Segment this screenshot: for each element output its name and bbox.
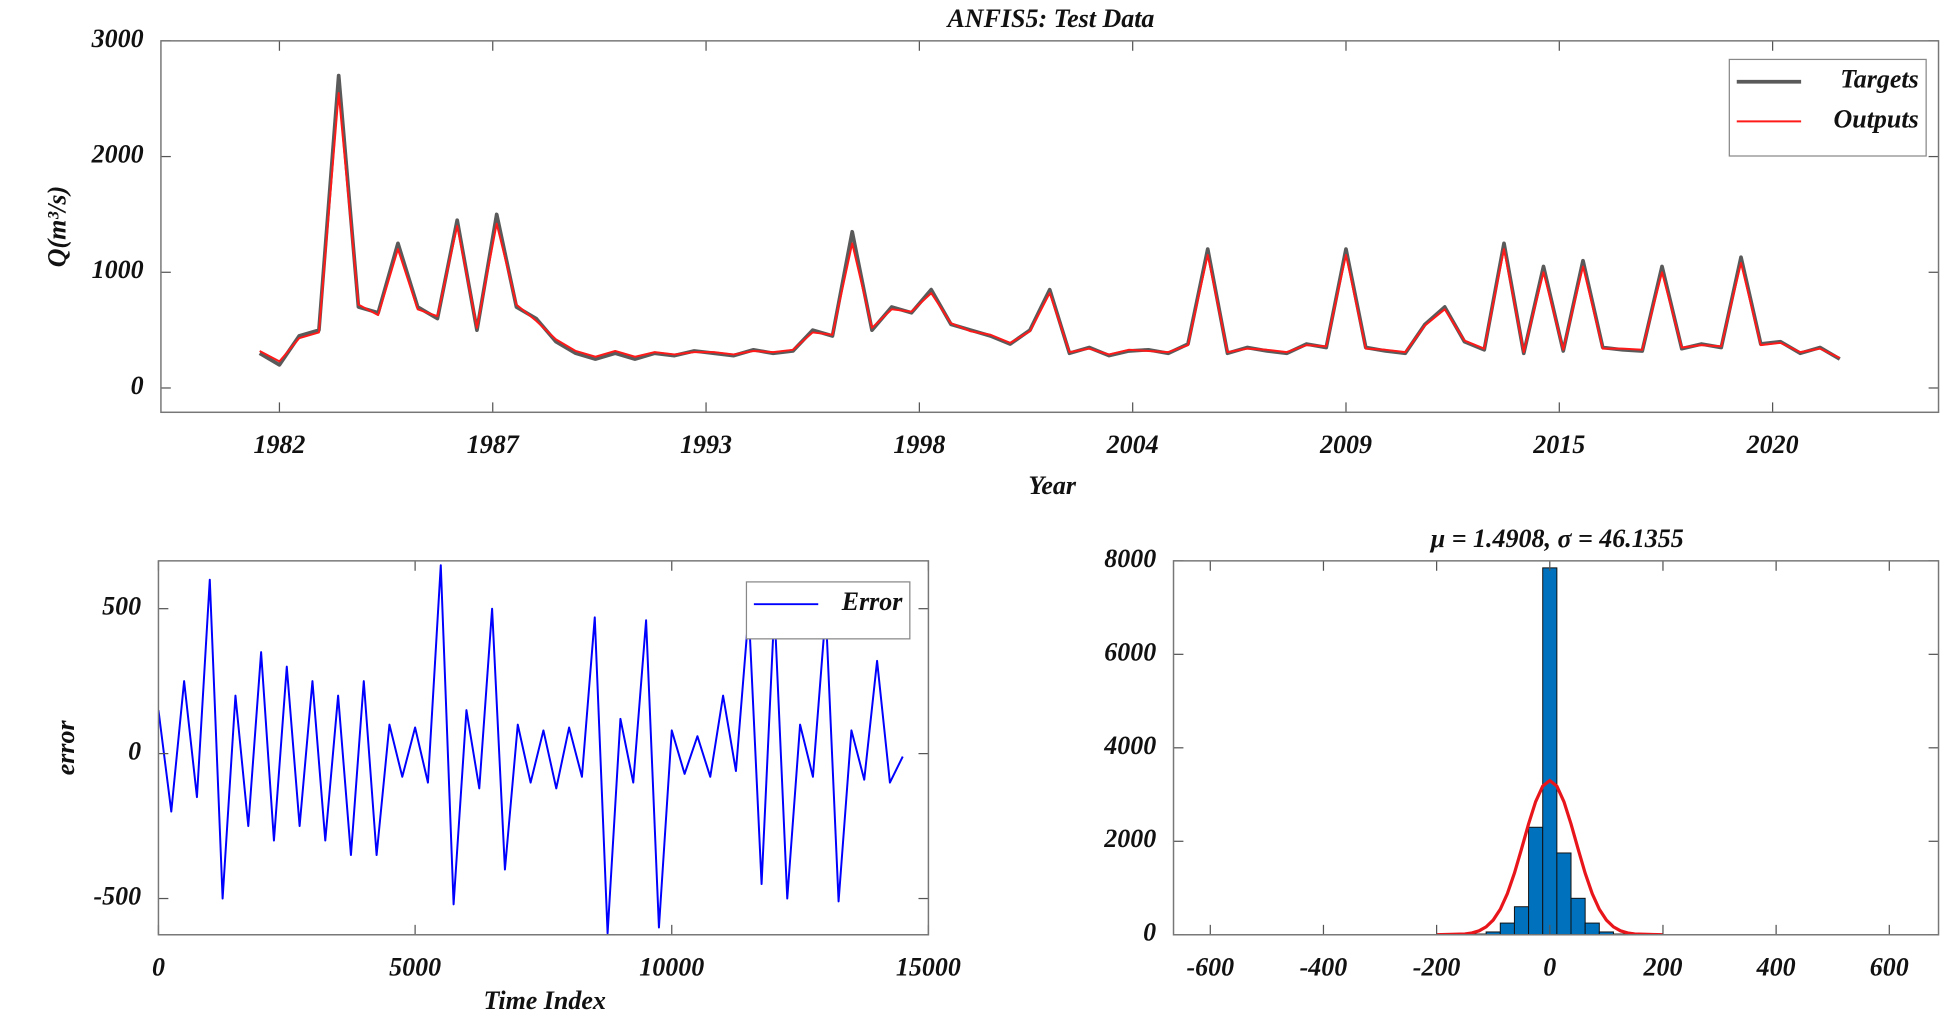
y-tick-label: 8000 (1104, 544, 1156, 573)
legend-label: Error (841, 587, 904, 616)
x-tick-label: 2020 (1746, 430, 1799, 459)
fit-curve (1436, 778, 1664, 935)
axes-frame (160, 40, 1940, 414)
axes-frame (157, 560, 930, 936)
histogram-bar (1556, 852, 1572, 935)
y-tick-label: 2000 (91, 140, 144, 169)
histogram-bar (1528, 826, 1544, 935)
x-tick-label: 1993 (680, 430, 732, 459)
y-tick-label: 0 (128, 737, 141, 766)
x-tick-label: 1987 (467, 430, 520, 459)
chart-title: μ = 1.4908, σ = 46.1355 (1429, 524, 1684, 553)
x-tick-label: 5000 (389, 952, 441, 981)
x-tick-label: 0 (1543, 952, 1556, 981)
histogram-bar (1570, 897, 1586, 935)
y-tick-label: 6000 (1104, 637, 1156, 666)
plot-area (258, 73, 1841, 367)
x-tick-label: 0 (152, 952, 165, 981)
x-tick-label: 400 (1756, 952, 1796, 981)
y-axis-label: Q(m³/s) (42, 186, 71, 267)
x-tick-label: 2015 (1532, 430, 1585, 459)
x-axis-label: Year (1028, 471, 1077, 500)
legend-box (745, 581, 911, 640)
y-tick-label: 3000 (91, 24, 144, 53)
histogram-bar (1542, 567, 1558, 935)
legend-label: Targets (1840, 65, 1918, 94)
chart-title: ANFIS5: Test Data (945, 4, 1154, 33)
x-axis-label: Time Index (483, 986, 605, 1014)
y-tick-label: 4000 (1103, 731, 1156, 760)
series-line (158, 564, 904, 935)
y-tick-label: 2000 (1103, 824, 1156, 853)
y-tick-label: 500 (102, 592, 141, 621)
y-axis-label: error (51, 719, 80, 775)
x-tick-label: 1982 (253, 430, 305, 459)
x-tick-label: 2004 (1106, 430, 1159, 459)
histogram-bar (1513, 906, 1530, 935)
plot-area (1436, 567, 1664, 935)
y-tick-label: 1000 (92, 255, 144, 284)
x-tick-label: 600 (1870, 952, 1909, 981)
y-tick-label: 0 (1143, 918, 1156, 947)
histogram-bar (1499, 922, 1515, 935)
histogram-bar (1584, 922, 1600, 935)
series-line (259, 91, 1841, 363)
axes-frame (1172, 560, 1940, 936)
x-tick-label: -400 (1300, 952, 1348, 981)
y-tick-label: 0 (131, 371, 144, 400)
x-tick-label: 10000 (639, 952, 704, 981)
x-tick-label: -200 (1413, 952, 1461, 981)
x-tick-label: 1998 (893, 430, 945, 459)
x-tick-label: 15000 (896, 952, 961, 981)
x-tick-label: 2009 (1319, 430, 1372, 459)
y-tick-label: -500 (93, 881, 141, 910)
legend-box (1728, 58, 1927, 157)
x-tick-label: -600 (1186, 952, 1234, 981)
legend-label: Outputs (1834, 104, 1919, 133)
x-tick-label: 200 (1642, 952, 1682, 981)
plot-area (158, 564, 904, 935)
